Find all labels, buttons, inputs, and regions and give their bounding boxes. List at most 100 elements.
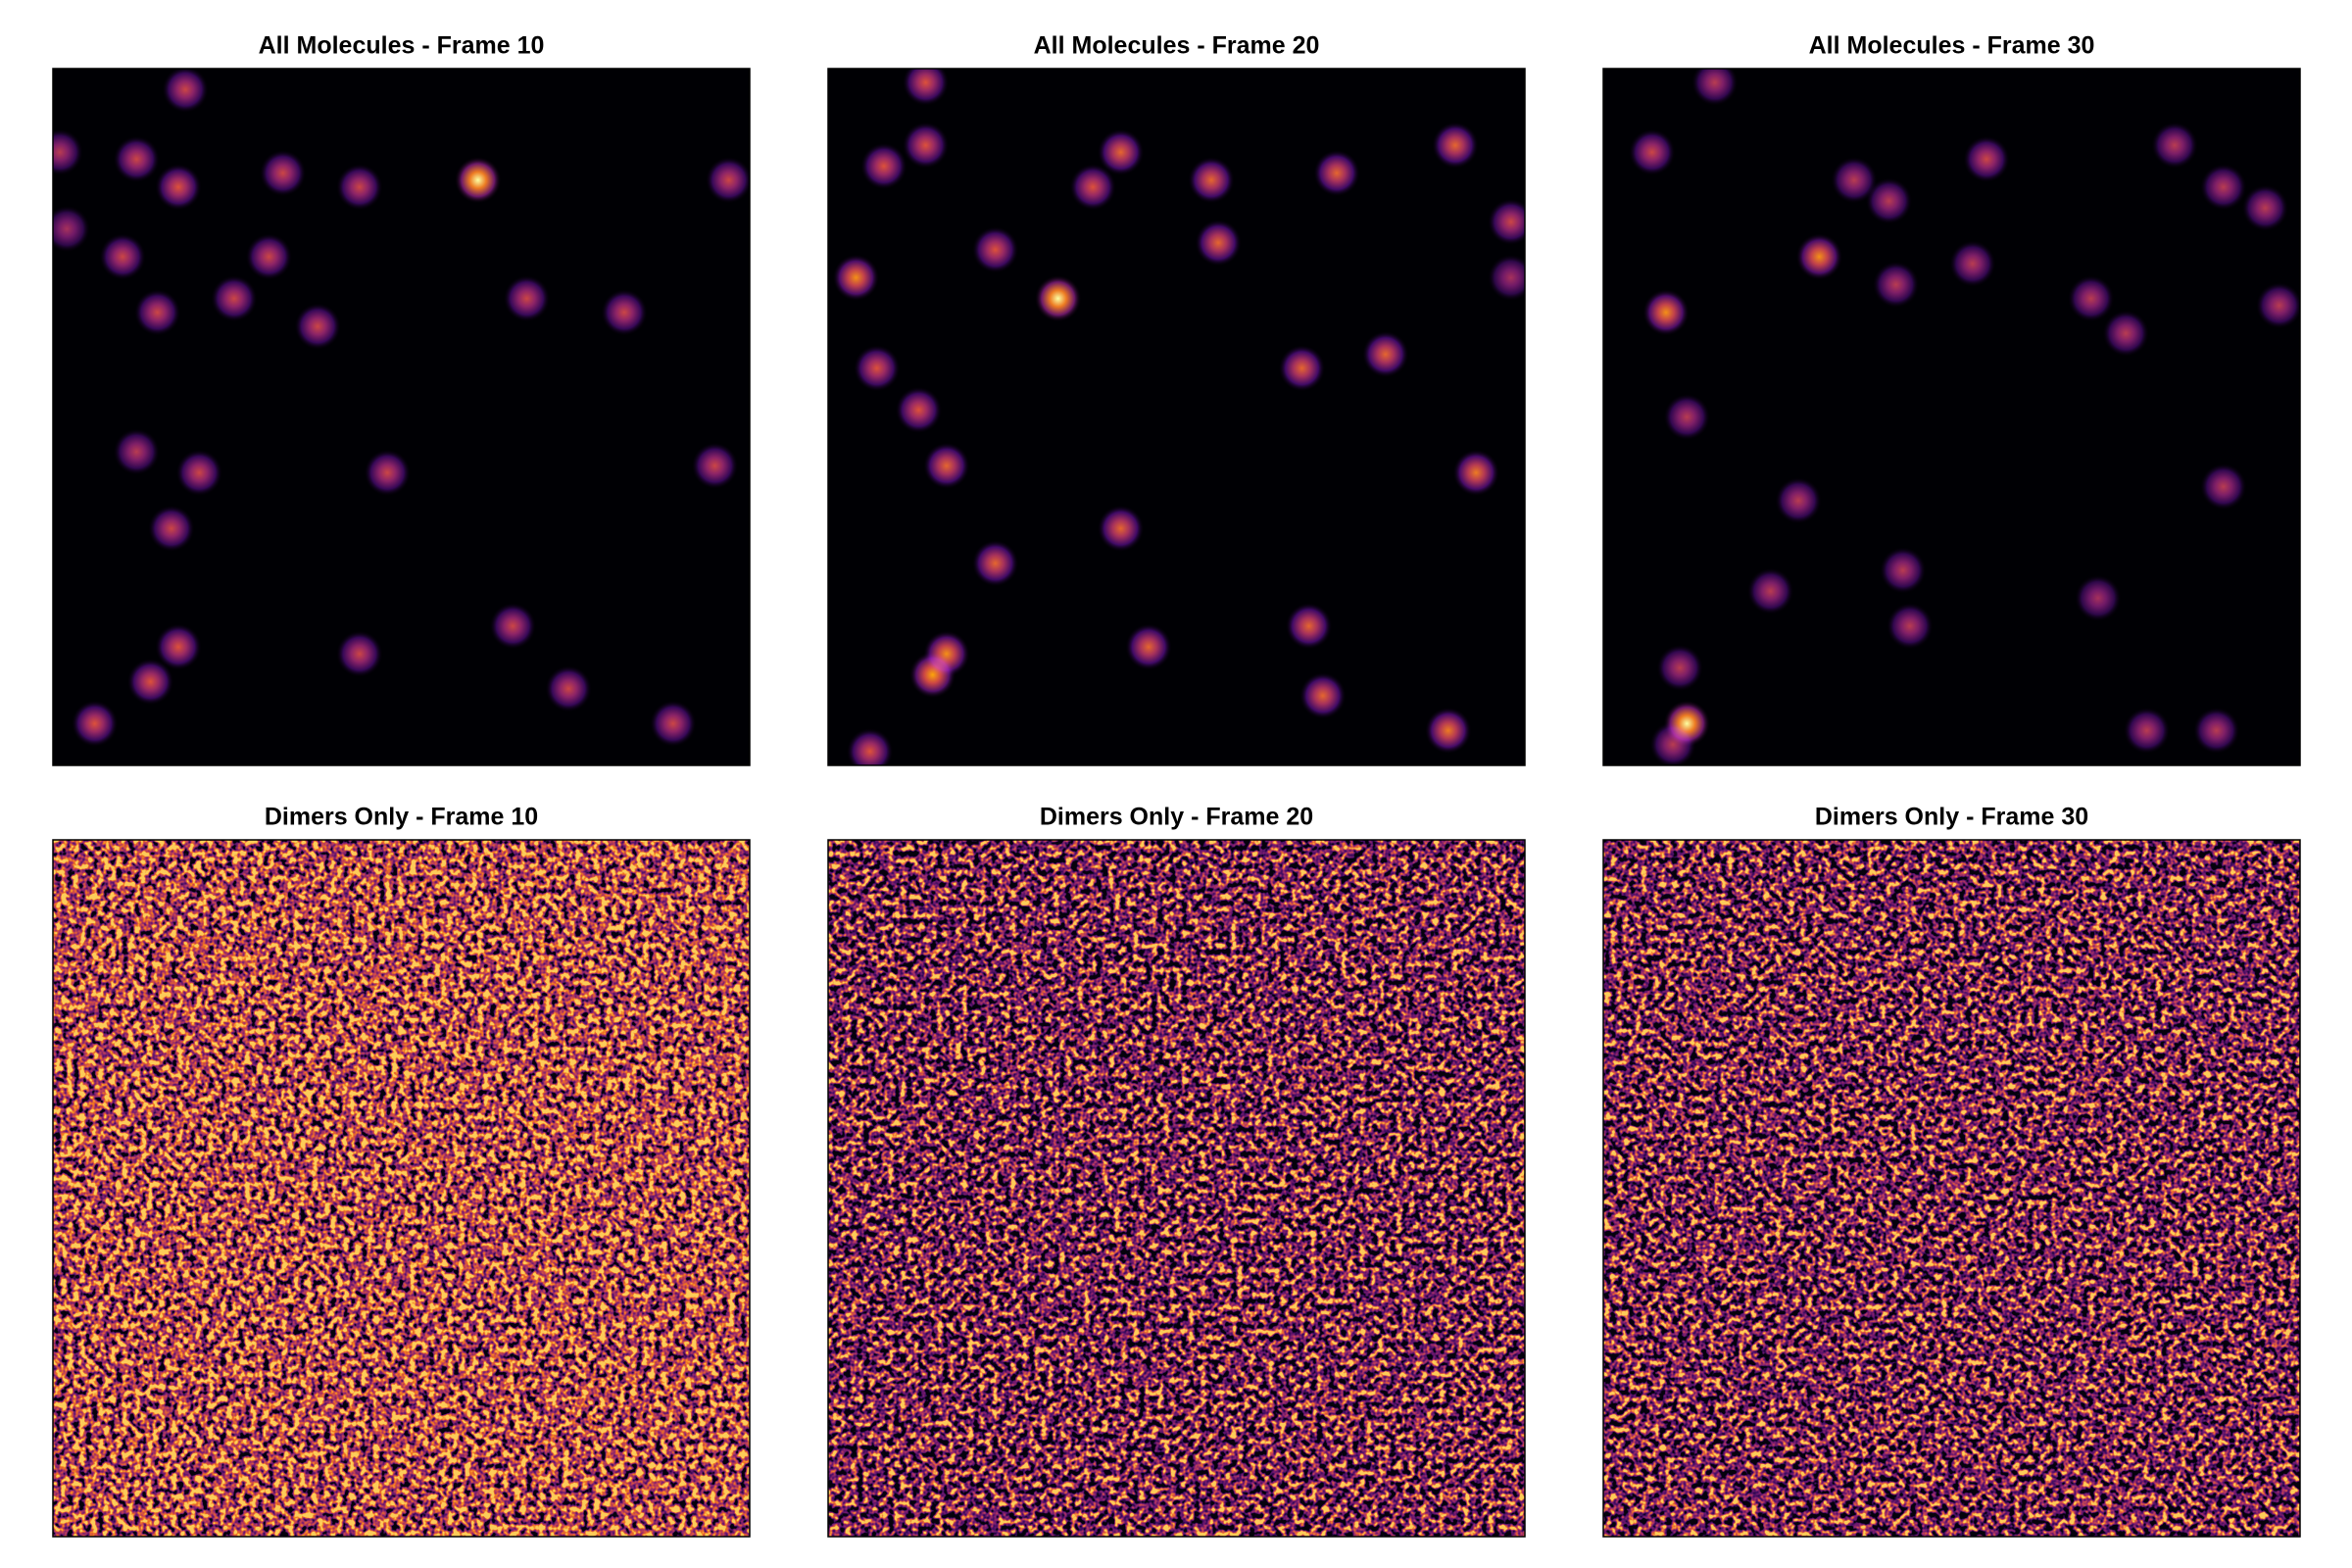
molecule-spot bbox=[71, 700, 119, 748]
molecule-spot bbox=[154, 623, 202, 671]
spots bbox=[832, 69, 1525, 765]
molecule-spot bbox=[1188, 156, 1236, 204]
molecule-spot bbox=[1278, 344, 1326, 392]
molecule-spot bbox=[832, 254, 880, 302]
molecule-spot bbox=[846, 727, 894, 765]
molecule-spot bbox=[859, 142, 907, 190]
noise-image bbox=[53, 840, 750, 1537]
molecule-spot bbox=[601, 288, 649, 336]
molecule-spot bbox=[245, 232, 293, 280]
molecule-spot bbox=[335, 630, 383, 678]
panel: Dimers Only - Frame 10 bbox=[52, 804, 751, 1538]
molecule-spot bbox=[2074, 574, 2122, 622]
molecule-spot bbox=[1795, 232, 1843, 280]
panel-title: Dimers Only - Frame 20 bbox=[1040, 804, 1313, 831]
molecule-spot bbox=[1125, 623, 1173, 671]
molecule-spot bbox=[175, 449, 223, 497]
molecule-spot bbox=[1313, 149, 1361, 197]
molecule-spot bbox=[908, 651, 956, 699]
molecule-spot bbox=[503, 274, 551, 322]
molecule-spot bbox=[335, 163, 383, 211]
panel: Dimers Only - Frame 30 bbox=[1602, 804, 2301, 1538]
molecule-spot bbox=[1097, 128, 1145, 176]
molecule-spot bbox=[2102, 310, 2150, 358]
molecule-spot bbox=[489, 602, 537, 650]
molecule-spot bbox=[705, 156, 750, 204]
molecule-spot bbox=[1872, 261, 1920, 309]
molecule-spot bbox=[971, 539, 1019, 587]
panel-title: All Molecules - Frame 10 bbox=[259, 32, 545, 60]
molecule-spot bbox=[1628, 128, 1676, 176]
molecule-spot bbox=[1649, 720, 1697, 765]
molecule-spot bbox=[545, 664, 593, 712]
molecule-spot bbox=[53, 205, 91, 253]
molecule-spot bbox=[126, 658, 174, 706]
molecule-spot bbox=[113, 135, 161, 183]
molecule-spot bbox=[649, 700, 697, 748]
molecule-spot bbox=[1948, 240, 1996, 288]
molecule-spot bbox=[1487, 254, 1525, 302]
spots bbox=[53, 69, 750, 748]
molecule-spot bbox=[1879, 546, 1927, 594]
panel: All Molecules - Frame 10 bbox=[52, 32, 751, 766]
molecule-spot bbox=[147, 505, 195, 553]
molecule-spot bbox=[113, 428, 161, 476]
molecule-spot bbox=[902, 69, 950, 107]
noise-image bbox=[1603, 840, 2300, 1537]
molecule-spot bbox=[133, 288, 181, 336]
panel-title: All Molecules - Frame 20 bbox=[1034, 32, 1320, 60]
molecule-spot bbox=[2151, 122, 2199, 170]
molecule-spot bbox=[210, 274, 258, 322]
molecule-spot bbox=[99, 232, 147, 280]
panel: All Molecules - Frame 30 bbox=[1602, 32, 2301, 766]
molecule-spot bbox=[2123, 707, 2171, 755]
molecule-spot bbox=[1195, 219, 1243, 267]
panel-frame bbox=[52, 839, 751, 1538]
molecule-spot bbox=[922, 442, 970, 490]
panel-frame bbox=[827, 839, 1526, 1538]
molecule-spot bbox=[1656, 644, 1704, 692]
molecule-spot bbox=[853, 344, 901, 392]
molecule-spot bbox=[691, 442, 739, 490]
molecule-spot bbox=[1830, 156, 1878, 204]
panel-title: Dimers Only - Frame 30 bbox=[1815, 804, 2088, 831]
molecule-spot bbox=[1424, 707, 1472, 755]
molecule-spot bbox=[971, 225, 1019, 273]
molecule-spot bbox=[1886, 602, 1934, 650]
molecule-spot bbox=[1034, 274, 1082, 322]
panel: Dimers Only - Frame 20 bbox=[827, 804, 1526, 1538]
molecule-spot bbox=[1690, 69, 1739, 107]
spots bbox=[1628, 69, 2300, 765]
panel-frame bbox=[827, 68, 1526, 766]
molecule-spot bbox=[1097, 505, 1145, 553]
molecule-spot bbox=[1431, 122, 1479, 170]
molecule-spot bbox=[259, 149, 307, 197]
molecule-spot bbox=[162, 69, 210, 114]
panel-frame bbox=[52, 68, 751, 766]
molecule-spot bbox=[1069, 163, 1117, 211]
molecule-spot bbox=[2199, 463, 2247, 511]
panel-frame bbox=[1602, 839, 2301, 1538]
molecule-spot bbox=[53, 128, 84, 176]
molecule-spot bbox=[2255, 281, 2300, 329]
molecule-spot bbox=[364, 449, 412, 497]
image-background bbox=[1603, 69, 2300, 765]
panel: All Molecules - Frame 20 bbox=[827, 32, 1526, 766]
molecule-spot bbox=[1298, 671, 1347, 719]
molecule-spot bbox=[2192, 707, 2240, 755]
molecule-spot bbox=[154, 163, 202, 211]
molecule-spot bbox=[1361, 330, 1409, 378]
molecule-spot bbox=[2067, 274, 2115, 322]
molecule-spot bbox=[902, 122, 950, 170]
molecule-spot bbox=[1663, 393, 1711, 441]
molecule-spot bbox=[1487, 198, 1525, 246]
molecule-spot bbox=[1865, 177, 1913, 225]
panel-title: Dimers Only - Frame 10 bbox=[265, 804, 538, 831]
molecule-spot bbox=[2241, 184, 2289, 232]
molecule-spot bbox=[2199, 163, 2247, 211]
noise-image bbox=[828, 840, 1525, 1537]
molecule-spot bbox=[294, 303, 342, 351]
molecule-spot bbox=[895, 386, 943, 434]
